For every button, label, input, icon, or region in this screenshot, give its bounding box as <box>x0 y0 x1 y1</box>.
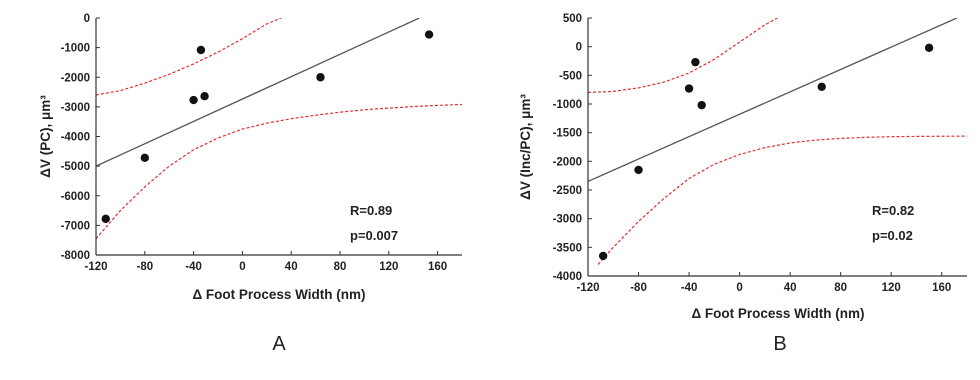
data-point <box>189 95 198 105</box>
y-tick-label: -4000 <box>61 132 90 144</box>
x-tick-label: -80 <box>136 261 153 273</box>
data-point <box>817 82 826 92</box>
y-tick-label: -1500 <box>553 128 582 140</box>
ci-lower-curve <box>597 135 967 265</box>
y-tick-label: -8000 <box>61 250 90 262</box>
data-point <box>424 30 434 39</box>
stat-annotation: R=0.82 <box>872 203 914 218</box>
data-point <box>691 57 700 67</box>
stat-annotation: p=0.007 <box>350 228 398 243</box>
data-point <box>697 100 706 110</box>
y-tick-label: -6000 <box>61 191 90 203</box>
ci-lower-curve <box>96 103 462 240</box>
x-tick-label: -40 <box>681 282 698 294</box>
data-point <box>200 92 209 101</box>
stat-annotation: p=0.02 <box>872 228 913 243</box>
x-tick-label: 160 <box>932 282 951 294</box>
x-tick-label: 120 <box>882 282 901 294</box>
x-tick-label: -80 <box>630 282 647 294</box>
regression-line <box>588 18 958 182</box>
data-point <box>684 84 694 93</box>
x-tick-label: -120 <box>84 261 107 273</box>
x-tick-label: 80 <box>334 261 347 273</box>
x-tick-label: 80 <box>834 282 847 294</box>
x-tick-label: -40 <box>185 261 202 273</box>
y-tick-label: -1000 <box>61 43 90 55</box>
y-tick-label: -2000 <box>61 72 90 84</box>
x-tick-label: 40 <box>285 261 298 273</box>
y-tick-label: -5000 <box>61 161 90 173</box>
data-point <box>924 43 934 53</box>
y-tick-label: -4000 <box>553 271 582 283</box>
x-tick-label: 40 <box>784 282 797 294</box>
x-tick-label: -120 <box>576 282 599 294</box>
ci-upper-curve <box>96 18 282 96</box>
y-tick-label: -2000 <box>553 156 582 168</box>
ci-upper-curve <box>588 18 778 94</box>
y-tick-label: -2500 <box>553 185 582 197</box>
x-axis-title: Δ Foot Process Width (nm) <box>691 306 864 321</box>
y-tick-label: 500 <box>563 13 582 25</box>
data-point <box>101 214 110 224</box>
y-tick-label: 0 <box>576 42 582 54</box>
stat-annotation: R=0.89 <box>350 203 392 218</box>
x-tick-label: 120 <box>379 261 398 273</box>
panel-label: B <box>773 333 786 355</box>
data-point <box>140 153 149 163</box>
data-point <box>634 165 643 175</box>
y-tick-label: -500 <box>559 70 582 82</box>
data-point <box>196 45 206 55</box>
y-tick-label: -3500 <box>553 242 582 254</box>
panel-label: A <box>272 333 286 355</box>
chart-panel-b: 500 0 -500 -1000 -1500 -2000 -2500 -3000 -3500 -4… <box>518 13 967 355</box>
data-point <box>316 73 325 82</box>
y-tick-label: 0 <box>84 13 90 25</box>
x-tick-label: 0 <box>239 261 245 273</box>
y-tick-label: -3000 <box>61 102 90 114</box>
x-axis-title: Δ Foot Process Width (nm) <box>192 287 365 302</box>
y-axis-title: ΔV (Inc/PC), μm³ <box>518 94 533 200</box>
chart-panel-a: 0-1000-2000-3000-4000-5000-6000-7000-800… <box>38 13 462 355</box>
y-tick-label: -1000 <box>553 99 582 111</box>
regression-line <box>96 18 420 167</box>
y-tick-label: -7000 <box>61 220 90 232</box>
data-point <box>598 251 608 261</box>
x-tick-label: 160 <box>428 261 447 273</box>
x-tick-label: 0 <box>736 282 742 294</box>
y-tick-label: -3000 <box>553 214 582 226</box>
y-axis-title: ΔV (PC), μm³ <box>38 95 53 178</box>
